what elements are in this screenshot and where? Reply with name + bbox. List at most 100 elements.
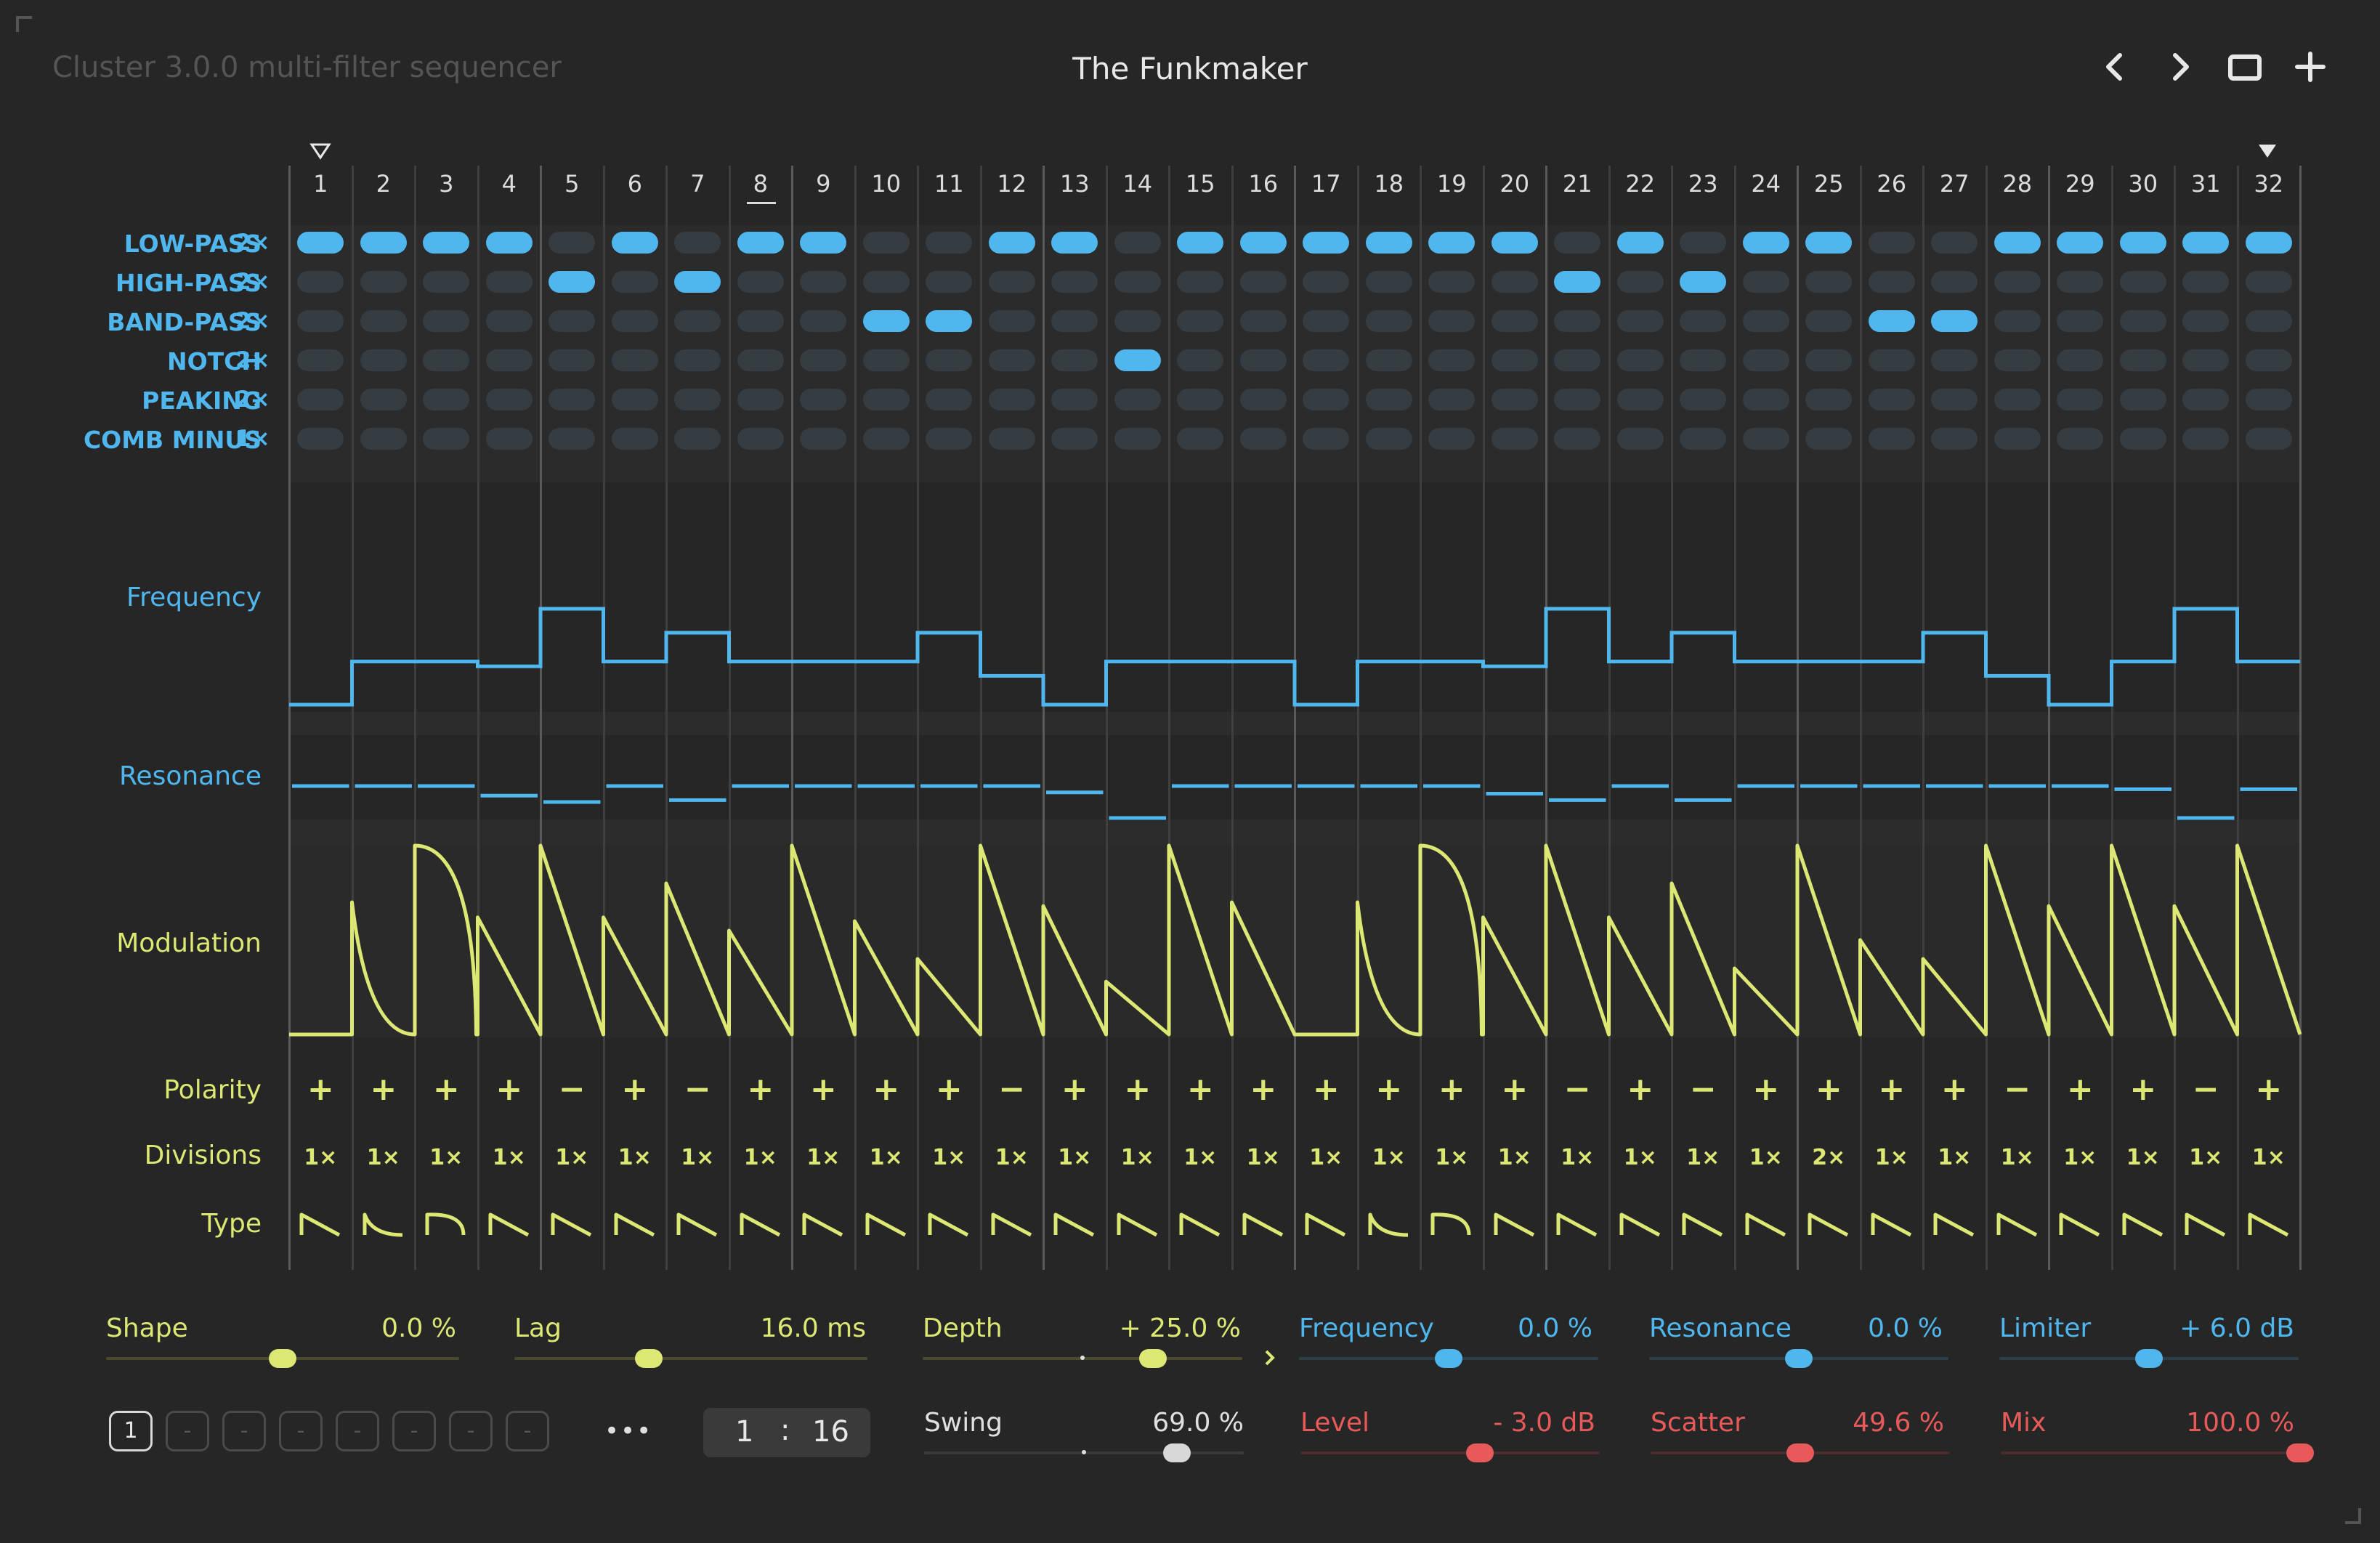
- filter-step-toggle[interactable]: [1177, 428, 1224, 450]
- filter-step-toggle[interactable]: [2057, 310, 2104, 332]
- filter-step-toggle[interactable]: [800, 349, 847, 371]
- step-number[interactable]: 23: [1688, 170, 1718, 198]
- polarity-toggle[interactable]: +: [809, 1071, 837, 1108]
- filter-step-toggle[interactable]: [1931, 389, 1978, 410]
- polarity-toggle[interactable]: +: [1375, 1071, 1403, 1108]
- filter-step-toggle[interactable]: [1365, 349, 1412, 371]
- filter-step-toggle[interactable]: [485, 310, 533, 332]
- filter-step-toggle[interactable]: [1554, 310, 1601, 332]
- polarity-toggle[interactable]: +: [432, 1071, 460, 1108]
- division-value[interactable]: 1×: [1058, 1145, 1092, 1170]
- filter-step-toggle[interactable]: [2182, 310, 2230, 332]
- scatter-slider-knob[interactable]: [1786, 1443, 1814, 1462]
- filter-step-toggle[interactable]: [1051, 389, 1098, 410]
- step-number[interactable]: 1: [313, 170, 328, 198]
- filter-step-toggle[interactable]: [1239, 271, 1287, 293]
- filter-step-toggle[interactable]: [297, 271, 344, 293]
- polarity-toggle[interactable]: +: [935, 1071, 963, 1108]
- filter-step-toggle[interactable]: [1428, 271, 1476, 293]
- swing-slider-knob[interactable]: [1162, 1443, 1191, 1462]
- filter-step-toggle[interactable]: [988, 349, 1035, 371]
- filter-step-toggle[interactable]: [674, 271, 721, 293]
- filter-step-toggle[interactable]: [1616, 428, 1664, 450]
- filter-step-toggle[interactable]: [1805, 310, 1853, 332]
- filter-step-toggle[interactable]: [2182, 349, 2230, 371]
- chevron-right-icon[interactable]: [2158, 45, 2201, 89]
- filter-step-toggle[interactable]: [423, 349, 470, 371]
- filter-step-toggle[interactable]: [2245, 232, 2292, 254]
- polarity-toggle[interactable]: −: [1563, 1071, 1591, 1108]
- filter-step-toggle[interactable]: [1554, 271, 1601, 293]
- filter-step-toggle[interactable]: [360, 310, 407, 332]
- polarity-toggle[interactable]: −: [558, 1071, 586, 1108]
- filter-step-toggle[interactable]: [988, 428, 1035, 450]
- filter-step-toggle[interactable]: [2057, 232, 2104, 254]
- filter-step-toggle[interactable]: [1365, 428, 1412, 450]
- filter-step-toggle[interactable]: [549, 428, 596, 450]
- filter-step-toggle[interactable]: [1051, 271, 1098, 293]
- polarity-toggle[interactable]: +: [1815, 1071, 1842, 1108]
- step-number[interactable]: 28: [2002, 170, 2033, 198]
- filter-step-toggle[interactable]: [611, 310, 658, 332]
- filter-step-toggle[interactable]: [1805, 389, 1853, 410]
- step-number[interactable]: 5: [564, 170, 580, 198]
- division-value[interactable]: 1×: [995, 1145, 1029, 1170]
- filter-step-toggle[interactable]: [1177, 271, 1224, 293]
- step-number[interactable]: 17: [1311, 170, 1341, 198]
- filter-step-toggle[interactable]: [1177, 349, 1224, 371]
- filter-step-toggle[interactable]: [2057, 271, 2104, 293]
- filter-step-toggle[interactable]: [1491, 428, 1538, 450]
- step-number[interactable]: 18: [1374, 170, 1404, 198]
- preset-slot-7[interactable]: -: [449, 1411, 493, 1451]
- division-value[interactable]: 1×: [1120, 1145, 1154, 1170]
- preset-slot-1[interactable]: 1: [109, 1411, 153, 1451]
- filter-step-toggle[interactable]: [1239, 310, 1287, 332]
- filter-step-toggle[interactable]: [1742, 428, 1789, 450]
- filter-step-toggle[interactable]: [1742, 232, 1789, 254]
- filter-step-toggle[interactable]: [1491, 271, 1538, 293]
- filter-step-toggle[interactable]: [1239, 389, 1287, 410]
- filter-step-toggle[interactable]: [800, 232, 847, 254]
- preset-slot-2[interactable]: -: [166, 1411, 209, 1451]
- filter-step-toggle[interactable]: [2245, 349, 2292, 371]
- window-icon[interactable]: [2223, 45, 2267, 89]
- filter-step-toggle[interactable]: [1303, 349, 1350, 371]
- step-number[interactable]: 13: [1059, 170, 1090, 198]
- polarity-toggle[interactable]: +: [873, 1071, 900, 1108]
- filter-step-toggle[interactable]: [1114, 271, 1161, 293]
- step-number[interactable]: 31: [2190, 170, 2221, 198]
- filter-step-toggle[interactable]: [1303, 232, 1350, 254]
- filter-step-toggle[interactable]: [1239, 349, 1287, 371]
- filter-step-toggle[interactable]: [1177, 232, 1224, 254]
- filter-step-toggle[interactable]: [1239, 428, 1287, 450]
- filter-step-toggle[interactable]: [1554, 428, 1601, 450]
- polarity-toggle[interactable]: +: [495, 1071, 523, 1108]
- preset-slot-5[interactable]: -: [336, 1411, 379, 1451]
- filter-step-toggle[interactable]: [1868, 310, 1915, 332]
- saw-shape-icon[interactable]: [613, 1210, 657, 1239]
- filter-step-toggle[interactable]: [1491, 389, 1538, 410]
- polarity-toggle[interactable]: +: [1438, 1071, 1465, 1108]
- exp-shape-icon[interactable]: [362, 1210, 405, 1239]
- filter-step-toggle[interactable]: [737, 310, 784, 332]
- filter-step-toggle[interactable]: [2182, 232, 2230, 254]
- filter-step-toggle[interactable]: [1680, 232, 1727, 254]
- filter-step-toggle[interactable]: [1742, 271, 1789, 293]
- step-number[interactable]: 11: [934, 170, 964, 198]
- filter-step-toggle[interactable]: [800, 310, 847, 332]
- filter-step-toggle[interactable]: [1868, 389, 1915, 410]
- polarity-toggle[interactable]: −: [2004, 1071, 2031, 1108]
- filter-step-toggle[interactable]: [1051, 232, 1098, 254]
- filter-step-toggle[interactable]: [862, 271, 910, 293]
- step-number[interactable]: 15: [1185, 170, 1215, 198]
- filter-step-toggle[interactable]: [485, 232, 533, 254]
- filter-step-toggle[interactable]: [360, 389, 407, 410]
- division-value[interactable]: 2×: [1812, 1145, 1846, 1170]
- filter-step-toggle[interactable]: [297, 389, 344, 410]
- saw-shape-icon[interactable]: [1242, 1210, 1285, 1239]
- filter-step-toggle[interactable]: [1616, 232, 1664, 254]
- polarity-toggle[interactable]: −: [998, 1071, 1026, 1108]
- step-number[interactable]: 14: [1122, 170, 1153, 198]
- filter-step-toggle[interactable]: [297, 349, 344, 371]
- filter-step-toggle[interactable]: [674, 232, 721, 254]
